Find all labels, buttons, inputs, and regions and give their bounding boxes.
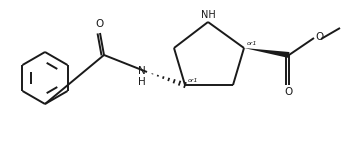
Text: O: O [96, 19, 104, 29]
Text: O: O [285, 87, 293, 97]
Text: H: H [138, 77, 146, 87]
Text: N: N [138, 66, 146, 76]
Polygon shape [244, 48, 289, 58]
Text: NH: NH [201, 10, 215, 20]
Text: or1: or1 [188, 78, 198, 83]
Text: O: O [315, 32, 323, 42]
Text: or1: or1 [247, 41, 257, 46]
